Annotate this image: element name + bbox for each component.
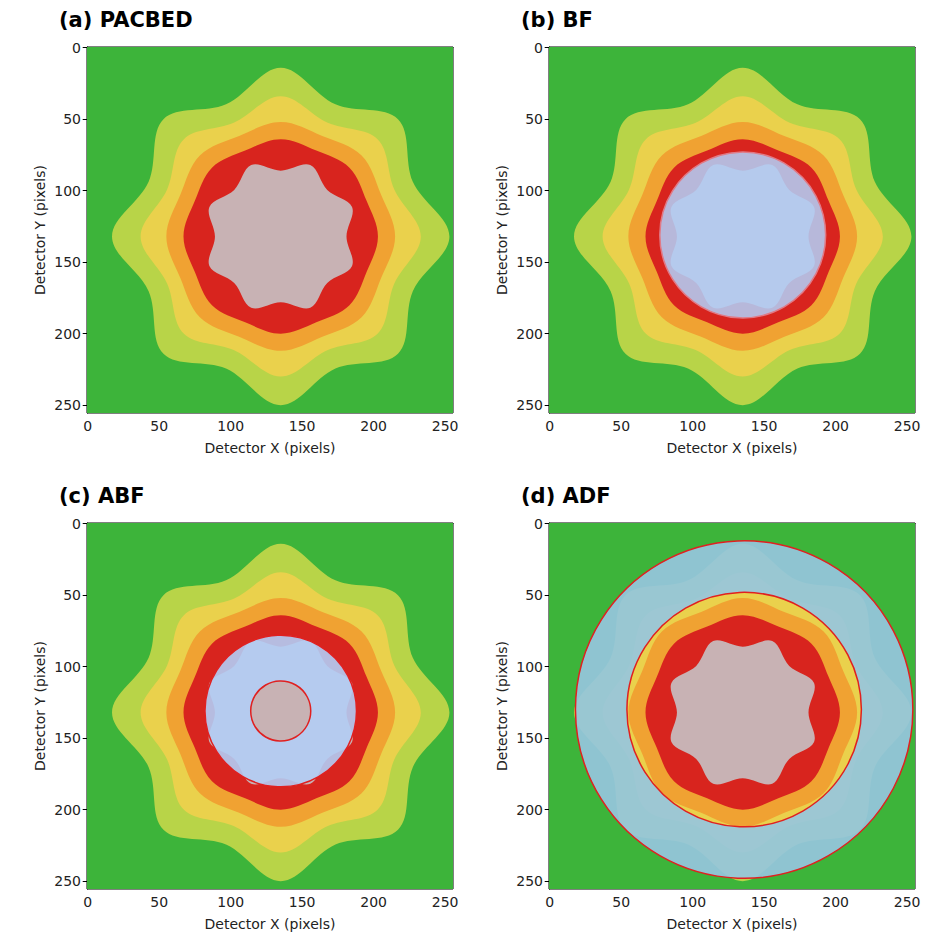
svg-text:50: 50 [525, 587, 543, 603]
svg-text:Detector Y (pixels): Detector Y (pixels) [494, 165, 510, 295]
svg-text:100: 100 [516, 659, 543, 675]
svg-text:50: 50 [525, 111, 543, 127]
svg-text:50: 50 [63, 111, 81, 127]
svg-text:200: 200 [54, 802, 81, 818]
svg-text:200: 200 [54, 326, 81, 342]
svg-text:150: 150 [751, 418, 778, 434]
svg-text:100: 100 [54, 183, 81, 199]
svg-text:(d) ADF: (d) ADF [521, 484, 611, 508]
svg-text:100: 100 [679, 418, 706, 434]
svg-text:150: 150 [751, 894, 778, 910]
svg-text:0: 0 [545, 894, 554, 910]
svg-text:250: 250 [894, 418, 921, 434]
svg-text:250: 250 [432, 418, 459, 434]
svg-text:200: 200 [822, 418, 849, 434]
svg-text:50: 50 [150, 894, 168, 910]
svg-text:50: 50 [612, 894, 630, 910]
svg-text:250: 250 [432, 894, 459, 910]
svg-text:(c) ABF: (c) ABF [59, 484, 145, 508]
svg-text:0: 0 [72, 516, 81, 532]
svg-text:50: 50 [150, 418, 168, 434]
svg-text:0: 0 [72, 40, 81, 56]
svg-text:Detector Y (pixels): Detector Y (pixels) [32, 165, 48, 295]
svg-text:200: 200 [516, 326, 543, 342]
svg-text:150: 150 [289, 418, 316, 434]
svg-text:250: 250 [54, 873, 81, 889]
svg-text:(b) BF: (b) BF [521, 8, 593, 32]
svg-text:(a) PACBED: (a) PACBED [59, 8, 193, 32]
svg-text:150: 150 [54, 730, 81, 746]
svg-text:0: 0 [83, 418, 92, 434]
svg-text:Detector Y (pixels): Detector Y (pixels) [32, 641, 48, 771]
svg-text:100: 100 [54, 659, 81, 675]
svg-text:150: 150 [516, 254, 543, 270]
svg-text:100: 100 [679, 894, 706, 910]
svg-text:150: 150 [54, 254, 81, 270]
svg-text:Detector X (pixels): Detector X (pixels) [667, 916, 798, 932]
svg-text:Detector X (pixels): Detector X (pixels) [205, 440, 336, 456]
svg-text:0: 0 [534, 40, 543, 56]
svg-text:100: 100 [217, 894, 244, 910]
svg-text:0: 0 [83, 894, 92, 910]
svg-text:50: 50 [63, 587, 81, 603]
svg-text:250: 250 [54, 397, 81, 413]
svg-text:250: 250 [516, 397, 543, 413]
svg-text:250: 250 [516, 873, 543, 889]
svg-text:50: 50 [612, 418, 630, 434]
svg-text:Detector X (pixels): Detector X (pixels) [205, 916, 336, 932]
svg-text:Detector X (pixels): Detector X (pixels) [667, 440, 798, 456]
svg-text:250: 250 [894, 894, 921, 910]
svg-text:200: 200 [516, 802, 543, 818]
svg-text:100: 100 [516, 183, 543, 199]
svg-text:0: 0 [545, 418, 554, 434]
svg-text:Detector Y (pixels): Detector Y (pixels) [494, 641, 510, 771]
svg-text:150: 150 [289, 894, 316, 910]
svg-text:150: 150 [516, 730, 543, 746]
svg-text:100: 100 [217, 418, 244, 434]
svg-text:200: 200 [360, 894, 387, 910]
svg-text:200: 200 [822, 894, 849, 910]
svg-text:0: 0 [534, 516, 543, 532]
svg-text:200: 200 [360, 418, 387, 434]
